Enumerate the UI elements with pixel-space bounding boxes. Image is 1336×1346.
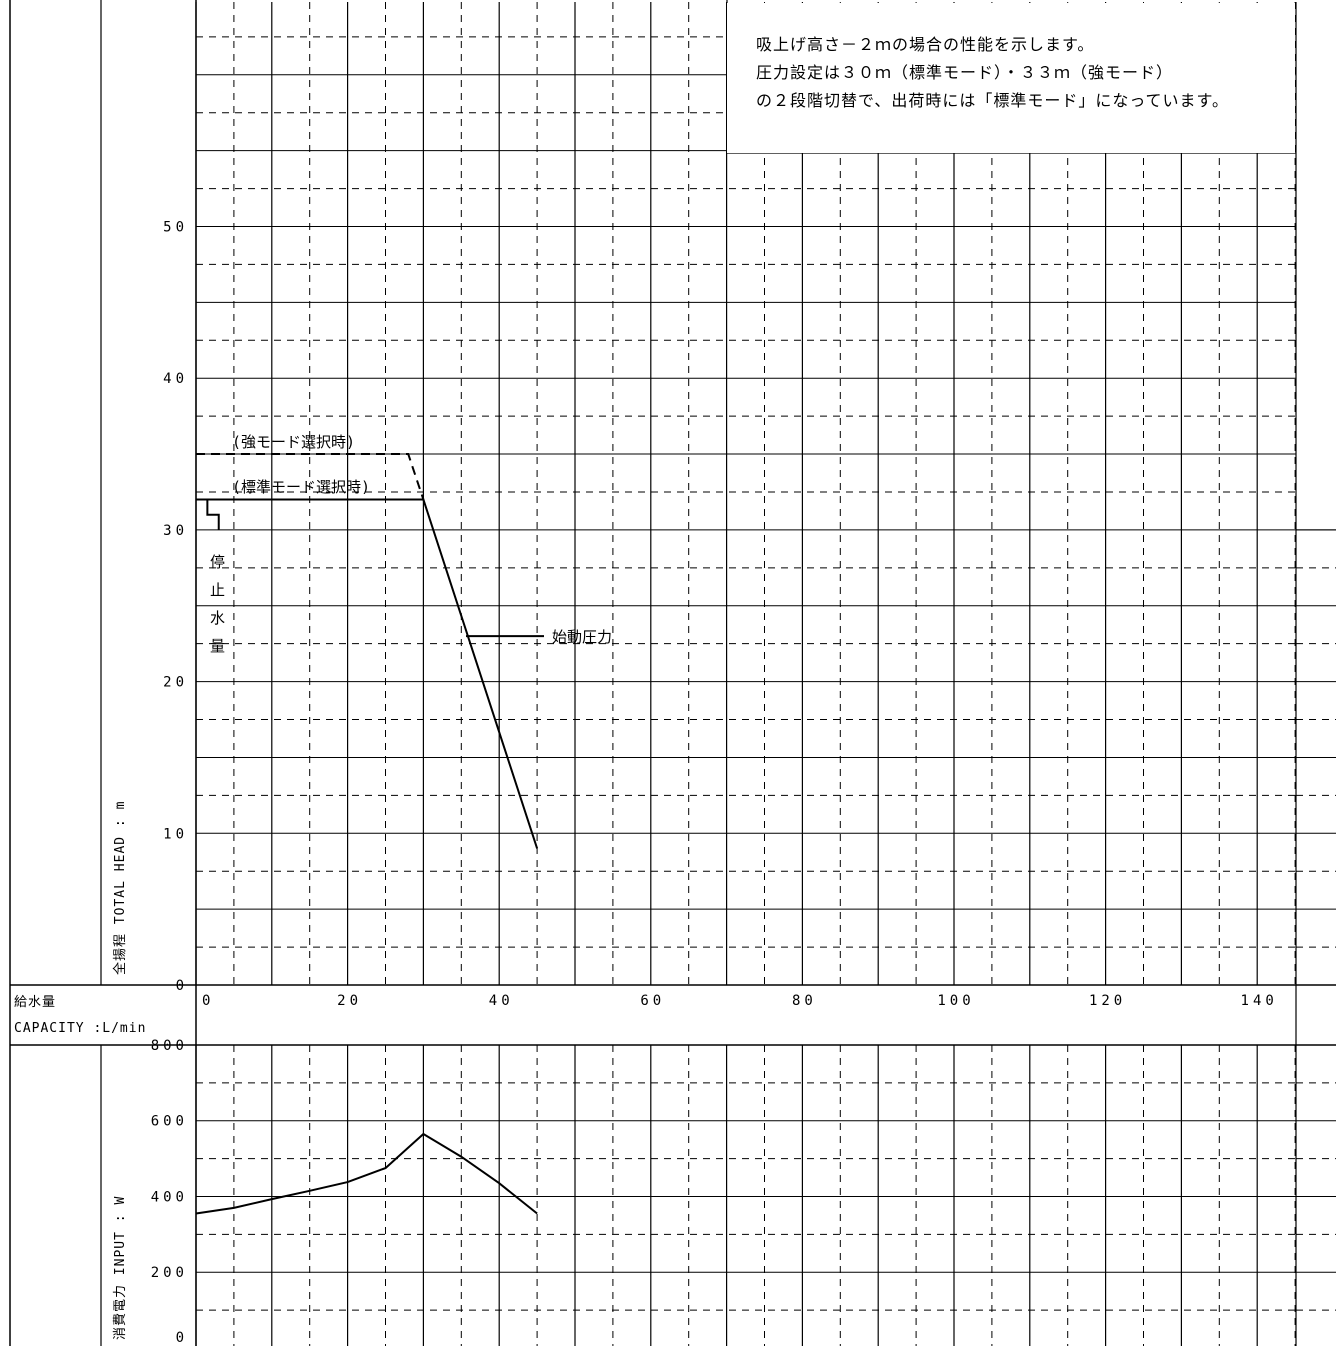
standard-mode-label: (標準モード選択時): [232, 478, 370, 496]
head-series: [196, 453, 544, 849]
note-line-1: 吸上げ高さ－２ｍの場合の性能を示します。: [756, 35, 1094, 54]
grid: [195, 2, 1336, 1346]
stop-flow-bracket: [206, 499, 220, 530]
y-tick-label-head: 30: [163, 523, 188, 539]
performance-note: 吸上げ高さ－２ｍの場合の性能を示します。 圧力設定は３０ｍ（標準モード）・３３ｍ…: [727, 3, 1295, 153]
y-tick-label-power: 400: [151, 1189, 188, 1205]
chart-frame: [9, 0, 1336, 1346]
power-series: [195, 1132, 538, 1215]
stop-flow-label: 停 止 水 量: [210, 553, 225, 655]
stop-flow-char-3: 水: [210, 609, 225, 627]
x-tick-label: 100: [937, 993, 974, 1009]
x-tick-label: 80: [792, 993, 817, 1009]
capacity-label-jp: 給水量: [14, 995, 56, 1010]
y-tick-label-power: 200: [151, 1265, 188, 1281]
tick-labels: 0 10 20 30 40 50 0 20 40 60 80 100 120 140 0 200 400 600 8…: [151, 220, 1278, 1346]
note-line-3: の２段階切替で、出荷時には「標準モード」になっています。: [756, 91, 1229, 110]
x-tick-label: 0: [202, 993, 214, 1009]
power-axis-label: 消費電力 INPUT : W: [113, 1196, 128, 1340]
x-tick-label: 120: [1089, 993, 1126, 1009]
start-pressure-label: 始動圧力: [552, 628, 612, 646]
x-tick-label: 40: [489, 993, 514, 1009]
power-curve: [195, 1132, 538, 1215]
x-tick-label: 140: [1241, 993, 1278, 1009]
x-tick-label: 20: [337, 993, 362, 1009]
standard-mode-line: [196, 498, 539, 849]
y-tick-label-power: 800: [151, 1038, 188, 1054]
x-tick-label: 60: [640, 993, 665, 1009]
y-tick-label-power: 0: [176, 1330, 188, 1346]
strong-mode-label: (強モード選択時): [232, 433, 355, 451]
stop-flow-char-1: 停: [210, 553, 225, 571]
stop-flow-char-4: 量: [210, 637, 225, 655]
y-tick-label-head: 40: [163, 371, 188, 387]
head-axis-label: 全揚程 TOTAL HEAD : m: [112, 801, 128, 975]
note-line-2: 圧力設定は３０ｍ（標準モード）・３３ｍ（強モード）: [756, 63, 1173, 82]
y-tick-label-head: 10: [163, 826, 188, 842]
stop-flow-char-2: 止: [210, 581, 225, 599]
y-tick-label-head: 0: [176, 978, 188, 994]
capacity-label-en: CAPACITY :L/min: [14, 1021, 146, 1036]
y-tick-label-power: 600: [151, 1114, 188, 1130]
strong-mode-line: [196, 453, 425, 500]
y-tick-label-head: 50: [163, 220, 188, 236]
y-tick-label-head: 20: [163, 675, 188, 691]
